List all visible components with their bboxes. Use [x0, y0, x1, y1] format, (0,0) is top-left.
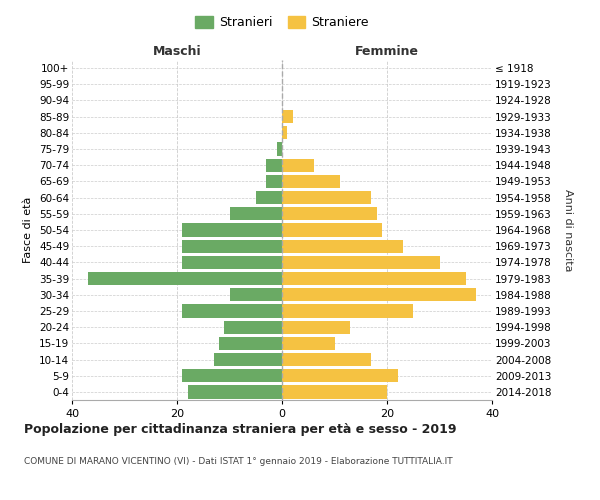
- Bar: [282, 158, 314, 172]
- Bar: [224, 320, 282, 334]
- Bar: [282, 353, 371, 366]
- Bar: [282, 304, 413, 318]
- Bar: [282, 126, 287, 140]
- Bar: [282, 256, 439, 269]
- Bar: [282, 175, 340, 188]
- Bar: [229, 207, 282, 220]
- Bar: [282, 369, 398, 382]
- Bar: [182, 224, 282, 236]
- Bar: [282, 191, 371, 204]
- Bar: [266, 158, 282, 172]
- Bar: [282, 336, 335, 350]
- Bar: [229, 288, 282, 302]
- Bar: [187, 386, 282, 398]
- Text: Femmine: Femmine: [355, 44, 419, 58]
- Y-axis label: Fasce di età: Fasce di età: [23, 197, 34, 263]
- Bar: [282, 110, 293, 124]
- Bar: [266, 175, 282, 188]
- Bar: [277, 142, 282, 156]
- Bar: [88, 272, 282, 285]
- Bar: [282, 207, 377, 220]
- Bar: [214, 353, 282, 366]
- Bar: [282, 224, 382, 236]
- Bar: [282, 320, 350, 334]
- Legend: Stranieri, Straniere: Stranieri, Straniere: [193, 14, 371, 32]
- Bar: [282, 272, 466, 285]
- Bar: [182, 369, 282, 382]
- Text: Maschi: Maschi: [152, 44, 202, 58]
- Text: Popolazione per cittadinanza straniera per età e sesso - 2019: Popolazione per cittadinanza straniera p…: [24, 422, 457, 436]
- Bar: [182, 240, 282, 253]
- Bar: [282, 288, 476, 302]
- Bar: [282, 386, 387, 398]
- Bar: [219, 336, 282, 350]
- Bar: [282, 240, 403, 253]
- Bar: [182, 256, 282, 269]
- Bar: [182, 304, 282, 318]
- Bar: [256, 191, 282, 204]
- Text: COMUNE DI MARANO VICENTINO (VI) - Dati ISTAT 1° gennaio 2019 - Elaborazione TUTT: COMUNE DI MARANO VICENTINO (VI) - Dati I…: [24, 458, 452, 466]
- Y-axis label: Anni di nascita: Anni di nascita: [563, 188, 572, 271]
